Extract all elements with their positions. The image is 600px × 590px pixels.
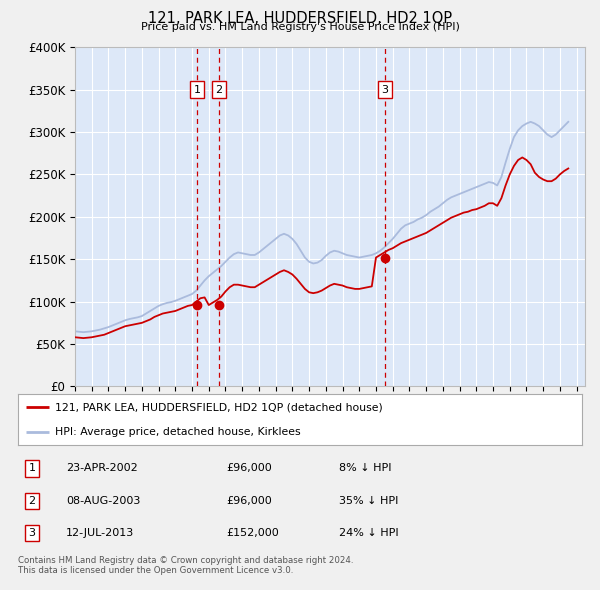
Text: Contains HM Land Registry data © Crown copyright and database right 2024.
This d: Contains HM Land Registry data © Crown c… bbox=[18, 556, 353, 575]
Text: 23-APR-2002: 23-APR-2002 bbox=[66, 463, 137, 473]
Text: 08-AUG-2003: 08-AUG-2003 bbox=[66, 496, 140, 506]
Text: £96,000: £96,000 bbox=[227, 496, 272, 506]
Text: 3: 3 bbox=[29, 529, 35, 539]
Text: 2: 2 bbox=[29, 496, 35, 506]
Text: 8% ↓ HPI: 8% ↓ HPI bbox=[340, 463, 392, 473]
Text: 1: 1 bbox=[29, 463, 35, 473]
Text: 24% ↓ HPI: 24% ↓ HPI bbox=[340, 529, 399, 539]
Text: 12-JUL-2013: 12-JUL-2013 bbox=[66, 529, 134, 539]
Text: £152,000: £152,000 bbox=[227, 529, 280, 539]
Text: 3: 3 bbox=[382, 84, 388, 94]
Text: 121, PARK LEA, HUDDERSFIELD, HD2 1QP: 121, PARK LEA, HUDDERSFIELD, HD2 1QP bbox=[148, 11, 452, 25]
Text: Price paid vs. HM Land Registry's House Price Index (HPI): Price paid vs. HM Land Registry's House … bbox=[140, 22, 460, 32]
Text: 1: 1 bbox=[194, 84, 200, 94]
Text: 2: 2 bbox=[215, 84, 223, 94]
Text: 35% ↓ HPI: 35% ↓ HPI bbox=[340, 496, 399, 506]
Text: HPI: Average price, detached house, Kirklees: HPI: Average price, detached house, Kirk… bbox=[55, 427, 300, 437]
Text: £96,000: £96,000 bbox=[227, 463, 272, 473]
Text: 121, PARK LEA, HUDDERSFIELD, HD2 1QP (detached house): 121, PARK LEA, HUDDERSFIELD, HD2 1QP (de… bbox=[55, 402, 382, 412]
